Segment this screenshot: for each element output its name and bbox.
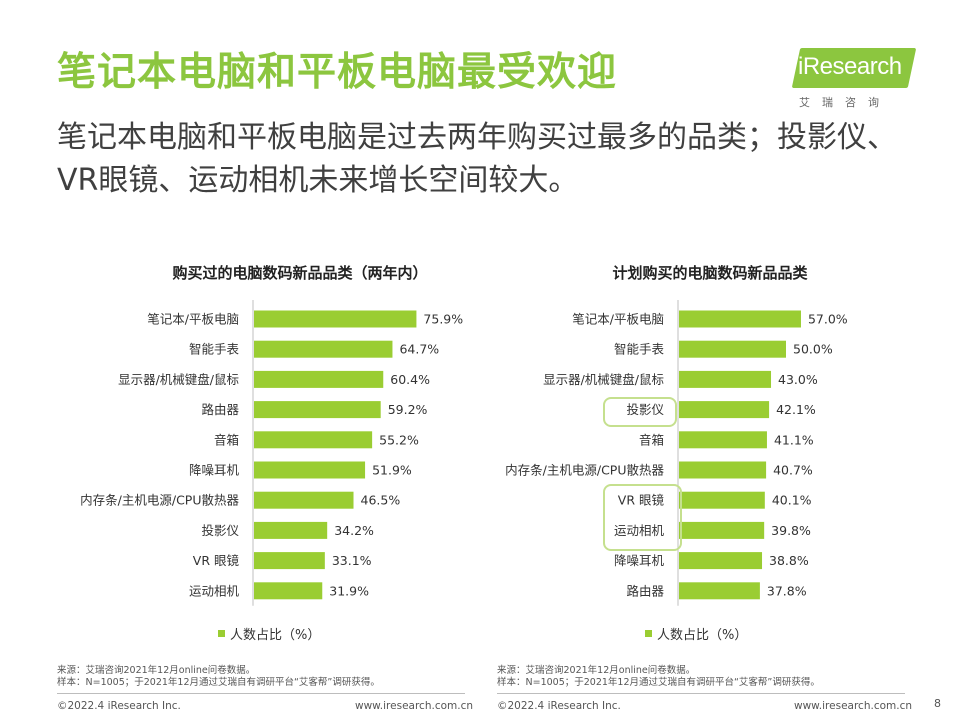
footer-divider-right bbox=[497, 693, 905, 694]
bar bbox=[254, 401, 381, 419]
category-label: 降噪耳机 bbox=[614, 553, 665, 568]
bar bbox=[679, 461, 767, 479]
legend-left: 人数占比（%） bbox=[218, 624, 320, 643]
data-label: 40.7% bbox=[773, 463, 813, 478]
sample-text: 样本：N=1005；于2021年12月通过艾瑞自有调研平台“艾客帮”调研获得。 bbox=[57, 677, 380, 688]
data-label: 39.8% bbox=[771, 523, 811, 538]
copyright-right: ©2022.4 iResearch Inc. bbox=[497, 700, 621, 712]
iresearch-logo: iResearch 艾瑞咨询 bbox=[788, 44, 918, 112]
data-label: 43.0% bbox=[778, 372, 818, 387]
source-note-right: 来源：艾瑞咨询2021年12月online问卷数据。 样本：N=1005；于20… bbox=[497, 665, 820, 689]
legend-label: 人数占比（%） bbox=[657, 628, 748, 643]
bar bbox=[254, 582, 323, 600]
category-label: 笔记本/平板电脑 bbox=[147, 312, 239, 327]
data-label: 37.8% bbox=[767, 583, 807, 598]
bar-chart-purchased: 笔记本/平板电脑 75.9% 智能手表 64.7% 显示器/机械键盘/鼠标 60.4% 路由… bbox=[80, 300, 463, 606]
category-label: 运动相机 bbox=[614, 523, 665, 538]
data-label: 31.9% bbox=[329, 583, 369, 598]
bar bbox=[679, 521, 765, 539]
data-label: 33.1% bbox=[332, 553, 372, 568]
data-label: 59.2% bbox=[388, 402, 428, 417]
url-right: www.iresearch.com.cn bbox=[794, 700, 913, 712]
category-label: 智能手表 bbox=[189, 342, 240, 357]
category-label: 内存条/主机电源/CPU散热器 bbox=[80, 493, 239, 508]
data-label: 60.4% bbox=[390, 372, 430, 387]
bar bbox=[254, 370, 384, 388]
bar bbox=[679, 401, 770, 419]
highlight-box-projector bbox=[603, 397, 677, 427]
bar bbox=[679, 310, 801, 328]
source-note-left: 来源：艾瑞咨询2021年12月online问卷数据。 样本：N=1005；于20… bbox=[57, 665, 380, 689]
data-label: 41.1% bbox=[774, 432, 814, 447]
logo-text: iResearch bbox=[798, 53, 902, 80]
bar bbox=[679, 431, 767, 449]
bar bbox=[254, 552, 325, 570]
category-label: 显示器/机械键盘/鼠标 bbox=[543, 372, 664, 387]
highlight-box-vr-camera bbox=[603, 484, 682, 551]
page-number: 8 bbox=[934, 697, 941, 710]
category-label: 投影仪 bbox=[626, 402, 664, 417]
category-label: VR 眼镜 bbox=[618, 493, 665, 508]
bar-chart-planned: 笔记本/平板电脑 57.0% 智能手表 50.0% 显示器/机械键盘/鼠标 43.0% 投影… bbox=[505, 300, 848, 606]
bar bbox=[679, 370, 772, 388]
legend-right: 人数占比（%） bbox=[645, 624, 747, 643]
category-label: 笔记本/平板电脑 bbox=[572, 312, 664, 327]
data-label: 55.2% bbox=[379, 432, 419, 447]
copyright-left: ©2022.4 iResearch Inc. bbox=[57, 700, 181, 712]
chart-title-right: 计划购买的电脑数码新品品类 bbox=[612, 264, 808, 282]
bar bbox=[679, 340, 786, 358]
source-text: 来源：艾瑞咨询2021年12月online问卷数据。 bbox=[497, 665, 696, 676]
logo-subtext: 艾瑞咨询 bbox=[799, 96, 891, 109]
data-label: 40.1% bbox=[772, 493, 812, 508]
category-label: 路由器 bbox=[626, 583, 664, 598]
url-left: www.iresearch.com.cn bbox=[355, 700, 474, 712]
category-label: 降噪耳机 bbox=[189, 463, 240, 478]
category-label: 投影仪 bbox=[201, 523, 239, 538]
legend-label: 人数占比（%） bbox=[230, 628, 321, 643]
category-label: 音箱 bbox=[214, 432, 239, 447]
data-label: 51.9% bbox=[372, 463, 412, 478]
bar bbox=[679, 491, 765, 509]
category-label: VR 眼镜 bbox=[193, 553, 240, 568]
chart-title-left: 购买过的电脑数码新品品类（两年内） bbox=[172, 264, 428, 282]
data-label: 38.8% bbox=[769, 553, 809, 568]
data-label: 75.9% bbox=[423, 312, 463, 327]
bar bbox=[254, 521, 328, 539]
bar bbox=[254, 491, 354, 509]
category-label: 音箱 bbox=[639, 432, 664, 447]
data-label: 46.5% bbox=[361, 493, 401, 508]
legend-swatch bbox=[645, 630, 652, 637]
data-label: 42.1% bbox=[776, 402, 816, 417]
footer-divider-left bbox=[57, 693, 465, 694]
data-label: 50.0% bbox=[793, 342, 833, 357]
data-label: 57.0% bbox=[808, 312, 848, 327]
bar bbox=[254, 310, 417, 328]
bar bbox=[254, 461, 366, 479]
data-label: 34.2% bbox=[334, 523, 374, 538]
page-title: 笔记本电脑和平板电脑最受欢迎 bbox=[57, 50, 618, 95]
data-label: 64.7% bbox=[399, 342, 439, 357]
category-label: 智能手表 bbox=[614, 342, 665, 357]
category-label: 显示器/机械键盘/鼠标 bbox=[118, 372, 239, 387]
bar bbox=[254, 340, 393, 358]
bar bbox=[679, 582, 760, 600]
page-subtitle: 笔记本电脑和平板电脑是过去两年购买过最多的品类；投影仪、VR眼镜、运动相机未来增… bbox=[57, 120, 897, 198]
category-label: 运动相机 bbox=[189, 583, 240, 598]
sample-text: 样本：N=1005；于2021年12月通过艾瑞自有调研平台“艾客帮”调研获得。 bbox=[497, 677, 820, 688]
bar bbox=[254, 431, 373, 449]
bar bbox=[679, 552, 763, 570]
legend-swatch bbox=[218, 630, 225, 637]
category-label: 内存条/主机电源/CPU散热器 bbox=[505, 463, 664, 478]
source-text: 来源：艾瑞咨询2021年12月online问卷数据。 bbox=[57, 665, 256, 676]
category-label: 路由器 bbox=[201, 402, 239, 417]
